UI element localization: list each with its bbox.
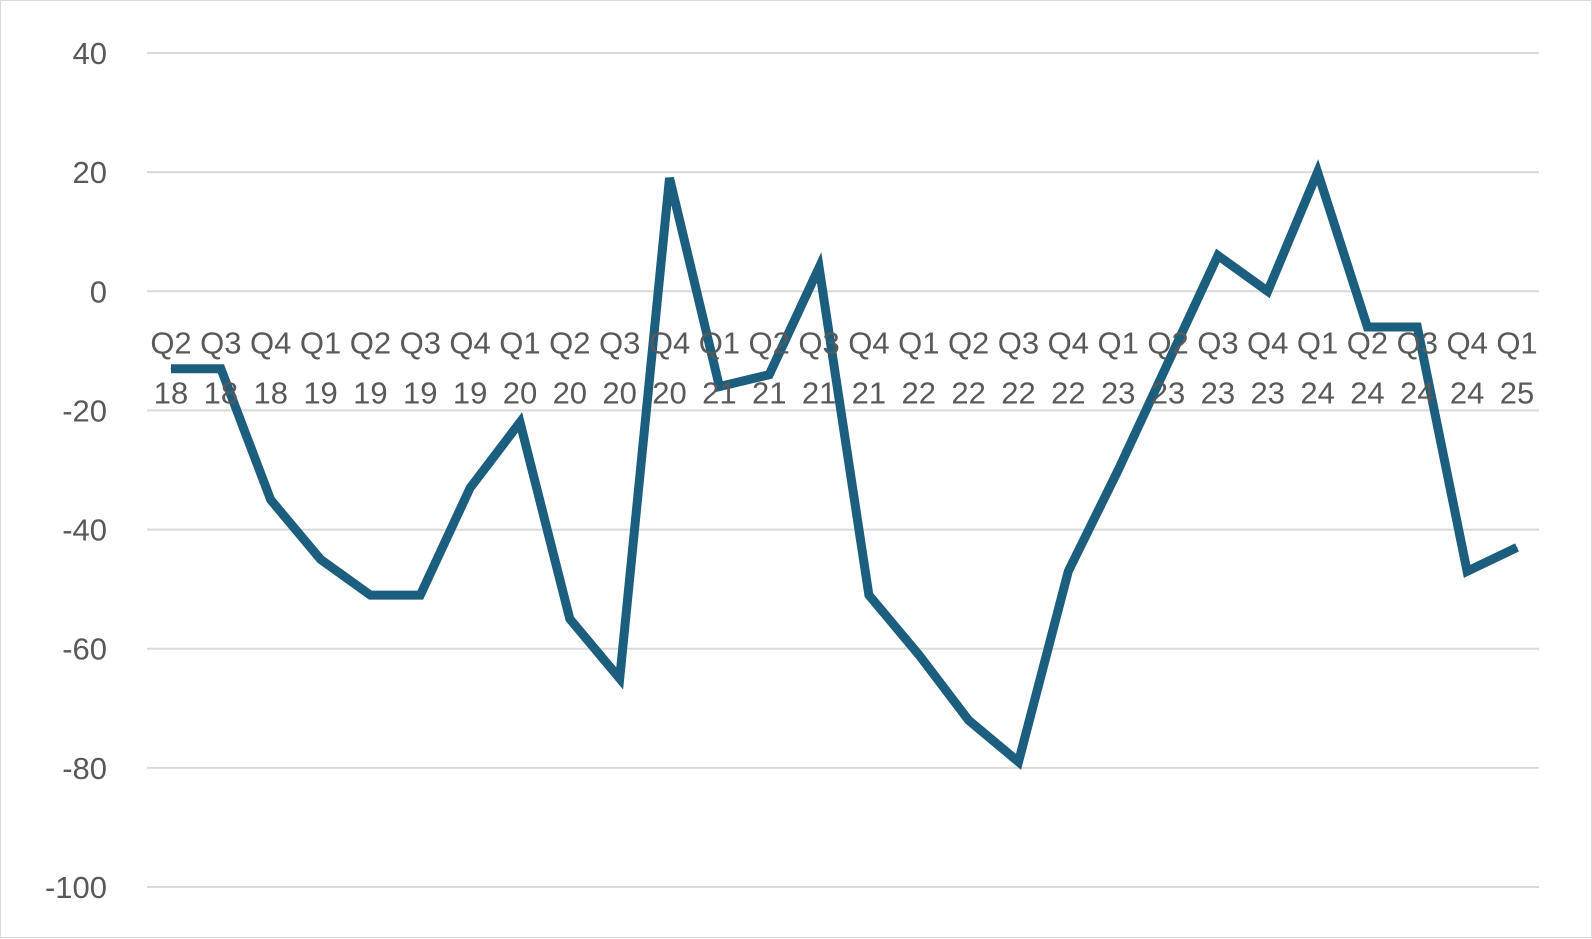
- x-tick-label-quarter: Q3: [1197, 325, 1238, 360]
- x-tick-label-quarter: Q3: [998, 325, 1039, 360]
- x-tick-label-year: 22: [902, 375, 936, 410]
- x-tick-label-year: 19: [453, 375, 487, 410]
- y-tick-label: 40: [73, 36, 107, 71]
- data-point: [1117, 469, 1119, 471]
- x-tick-label-quarter: Q3: [200, 325, 241, 360]
- x-tick-label-year: 23: [1101, 375, 1135, 410]
- data-point: [419, 594, 421, 596]
- x-tick-label-year: 24: [1450, 375, 1484, 410]
- data-point: [1267, 290, 1269, 292]
- x-tick-label-year: 21: [852, 375, 886, 410]
- x-tick-label-quarter: Q1: [898, 325, 939, 360]
- x-tick-label-year: 21: [802, 375, 836, 410]
- y-tick-label: -60: [62, 632, 107, 667]
- data-point: [569, 618, 571, 620]
- x-tick-label-year: 22: [1051, 375, 1085, 410]
- x-tick-label-year: 23: [1151, 375, 1185, 410]
- y-tick-label: -80: [62, 751, 107, 786]
- x-tick-label-year: 21: [752, 375, 786, 410]
- x-tick-label-year: 24: [1300, 375, 1334, 410]
- x-tick-label-year: 22: [951, 375, 985, 410]
- x-tick-label-year: 25: [1500, 375, 1534, 410]
- data-point: [619, 678, 621, 679]
- x-tick-label-quarter: Q4: [649, 325, 690, 360]
- x-tick-label-quarter: Q1: [300, 325, 341, 360]
- data-point: [768, 374, 770, 376]
- x-tick-label-quarter: Q4: [1247, 325, 1288, 360]
- data-point: [1416, 326, 1418, 328]
- x-tick-label-year: 18: [253, 375, 287, 410]
- data-point: [1366, 326, 1368, 328]
- x-tick-label-quarter: Q4: [1048, 325, 1089, 360]
- x-tick-label-quarter: Q3: [798, 325, 839, 360]
- x-tick-label-quarter: Q2: [1347, 325, 1388, 360]
- data-point: [320, 558, 322, 560]
- x-tick-label-quarter: Q3: [599, 325, 640, 360]
- x-tick-label-year: 18: [204, 375, 238, 410]
- x-tick-label-quarter: Q3: [1397, 325, 1438, 360]
- x-tick-label-year: 20: [602, 375, 636, 410]
- data-point: [868, 594, 870, 596]
- x-tick-label-quarter: Q1: [499, 325, 540, 360]
- data-point: [1516, 546, 1518, 548]
- y-tick-label: 20: [73, 155, 107, 190]
- x-tick-label-quarter: Q1: [699, 325, 740, 360]
- x-tick-label-year: 23: [1201, 375, 1235, 410]
- x-tick-label-quarter: Q1: [1496, 325, 1537, 360]
- data-point: [918, 654, 920, 656]
- data-point: [1466, 570, 1468, 572]
- y-tick-label: -40: [62, 513, 107, 548]
- x-tick-label-year: 22: [1001, 375, 1035, 410]
- data-point: [1167, 362, 1169, 364]
- data-point: [469, 487, 471, 489]
- x-tick-label-year: 24: [1400, 375, 1434, 410]
- data-point: [968, 719, 970, 721]
- x-tick-label-quarter: Q2: [1147, 325, 1188, 360]
- x-tick-label-year: 19: [303, 375, 337, 410]
- series-layer: [170, 159, 1519, 770]
- data-point: [718, 386, 720, 388]
- x-tick-label-quarter: Q4: [848, 325, 889, 360]
- x-tick-label-year: 24: [1350, 375, 1384, 410]
- x-tick-label-year: 19: [403, 375, 437, 410]
- y-tick-label: -20: [62, 393, 107, 428]
- data-point: [369, 594, 371, 596]
- y-tick-label: -100: [45, 870, 107, 905]
- series-line: [171, 159, 1519, 770]
- x-tick-label-year: 20: [553, 375, 587, 410]
- data-point: [1317, 171, 1319, 173]
- gridlines: [147, 52, 1539, 888]
- data-point: [669, 177, 671, 179]
- x-tick-label-quarter: Q1: [1098, 325, 1139, 360]
- x-tick-label-quarter: Q4: [1446, 325, 1487, 360]
- x-tick-label-quarter: Q3: [400, 325, 441, 360]
- x-tick-label-year: 19: [353, 375, 387, 410]
- x-tick-label-quarter: Q2: [350, 325, 391, 360]
- data-point: [1217, 255, 1219, 257]
- data-point: [519, 421, 521, 423]
- x-tick-label-quarter: Q2: [150, 325, 191, 360]
- x-tick-label-quarter: Q1: [1297, 325, 1338, 360]
- x-tick-label-year: 23: [1250, 375, 1284, 410]
- data-point: [220, 368, 222, 370]
- x-tick-label-year: 18: [154, 375, 188, 410]
- x-tick-label-quarter: Q4: [449, 325, 490, 360]
- data-point: [1017, 761, 1019, 763]
- x-axis-ticks: Q2 18 Q3 18 Q4 18 Q1 19 Q2 19 Q3 19 Q4 19 Q1 20 Q2 20 Q3 20…: [150, 325, 1537, 410]
- data-point: [818, 266, 820, 268]
- y-tick-label: 0: [90, 274, 107, 309]
- x-tick-label-quarter: Q2: [549, 325, 590, 360]
- x-tick-label-year: 20: [652, 375, 686, 410]
- x-tick-label-quarter: Q2: [948, 325, 989, 360]
- x-tick-label-year: 20: [503, 375, 537, 410]
- data-point: [1067, 570, 1069, 572]
- x-tick-label-year: 21: [702, 375, 736, 410]
- x-tick-label-quarter: Q2: [749, 325, 790, 360]
- data-point: [170, 368, 172, 370]
- y-axis-ticks: 40 20 0 -20 -40 -60 -80 -100: [45, 36, 107, 905]
- x-tick-label-quarter: Q4: [250, 325, 291, 360]
- data-point: [270, 499, 272, 501]
